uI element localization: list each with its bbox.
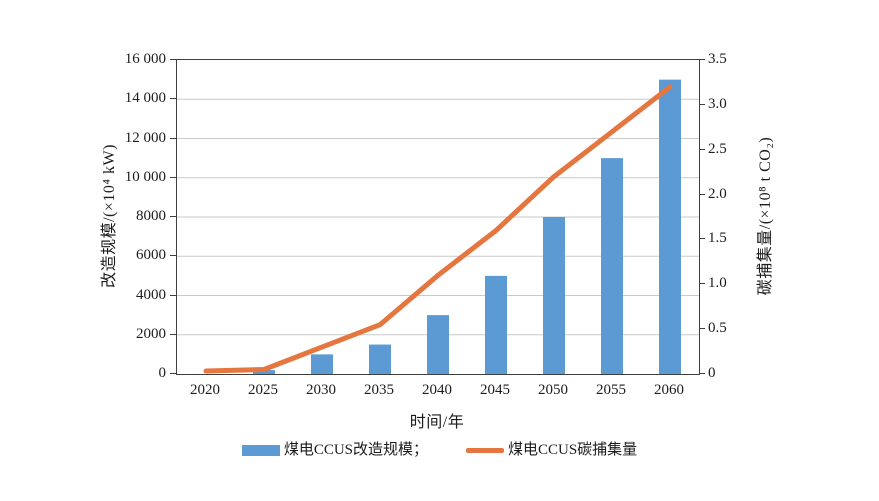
right-tick-label: 1.5 <box>708 230 727 247</box>
legend: 煤电CCUS改造规模； 煤电CCUS碳捕集量 <box>0 440 879 460</box>
right-tick-mark <box>699 238 705 240</box>
right-tick-label: 1.0 <box>708 275 727 292</box>
right-tick-label: 3.0 <box>708 95 727 112</box>
left-axis-title: 改造规模/(×10⁴ kW) <box>101 144 118 288</box>
left-tick-mark <box>170 333 176 335</box>
right-tick-label: 0.5 <box>708 320 727 337</box>
chart-canvas <box>177 79 699 374</box>
x-tick-label: 2055 <box>596 382 626 398</box>
right-tick-label: 2.0 <box>708 185 727 202</box>
x-tick-label: 2020 <box>190 382 220 398</box>
x-tick-label: 2045 <box>480 382 510 398</box>
legend-label: 煤电CCUS改造规模； <box>283 442 428 458</box>
left-tick-label: 6000 <box>136 247 166 264</box>
x-tick-label: 2030 <box>306 382 336 398</box>
x-tick-label: 2035 <box>364 382 394 398</box>
x-axis-title: 时间/年 <box>409 414 465 431</box>
right-tick-label: 3.5 <box>708 51 727 67</box>
line-series <box>203 84 673 374</box>
x-tick-label: 2025 <box>248 382 278 398</box>
left-tick-label: 2000 <box>136 325 166 342</box>
legend-line-swatch <box>466 447 504 453</box>
left-tick-label: 0 <box>158 365 167 381</box>
x-tick-label: 2050 <box>538 382 568 398</box>
bar-2035 <box>369 344 391 374</box>
left-tick-mark <box>170 216 176 217</box>
bar-2050 <box>543 217 565 374</box>
right-tick-mark <box>699 283 705 285</box>
bar-2025 <box>253 370 275 374</box>
right-tick-mark <box>699 193 705 195</box>
bar-2030 <box>311 354 333 374</box>
plot-area <box>176 59 700 375</box>
left-tick-mark <box>170 137 176 139</box>
right-axis-title: 碳捕集量/(×10⁸ t CO₂) <box>757 136 774 296</box>
left-tick-mark <box>170 98 176 100</box>
bar-2040 <box>427 315 449 374</box>
right-tick-label: 0 <box>708 365 716 381</box>
legend-label: 煤电CCUS碳捕集量 <box>508 442 638 458</box>
right-tick-label: 2.5 <box>708 140 727 157</box>
left-tick-mark <box>170 255 176 257</box>
right-tick-mark <box>699 103 705 105</box>
left-tick-label: 4000 <box>136 286 166 303</box>
right-tick-mark <box>699 328 705 330</box>
left-tick-mark <box>170 176 176 178</box>
right-tick-mark <box>699 148 705 150</box>
legend-bar-swatch <box>241 444 280 456</box>
legend-item: 煤电CCUS碳捕集量 <box>466 441 637 459</box>
bar-2045 <box>485 275 507 374</box>
legend-item: 煤电CCUS改造规模； <box>241 441 428 459</box>
left-tick-label: 8000 <box>136 208 166 224</box>
right-tick-mark <box>699 59 705 60</box>
x-tick-label: 2040 <box>422 382 452 398</box>
left-tick-label: 12 000 <box>124 129 166 146</box>
left-tick-mark <box>170 373 176 374</box>
left-tick-mark <box>170 59 176 60</box>
left-tick-label: 14 000 <box>124 90 166 107</box>
left-tick-label: 16 000 <box>124 51 166 67</box>
left-tick-mark <box>170 294 176 296</box>
bar-2060 <box>659 79 681 374</box>
bar-2055 <box>601 158 623 374</box>
left-tick-label: 10 000 <box>124 168 166 185</box>
x-tick-label: 2060 <box>654 382 684 398</box>
right-tick-mark <box>699 373 705 374</box>
